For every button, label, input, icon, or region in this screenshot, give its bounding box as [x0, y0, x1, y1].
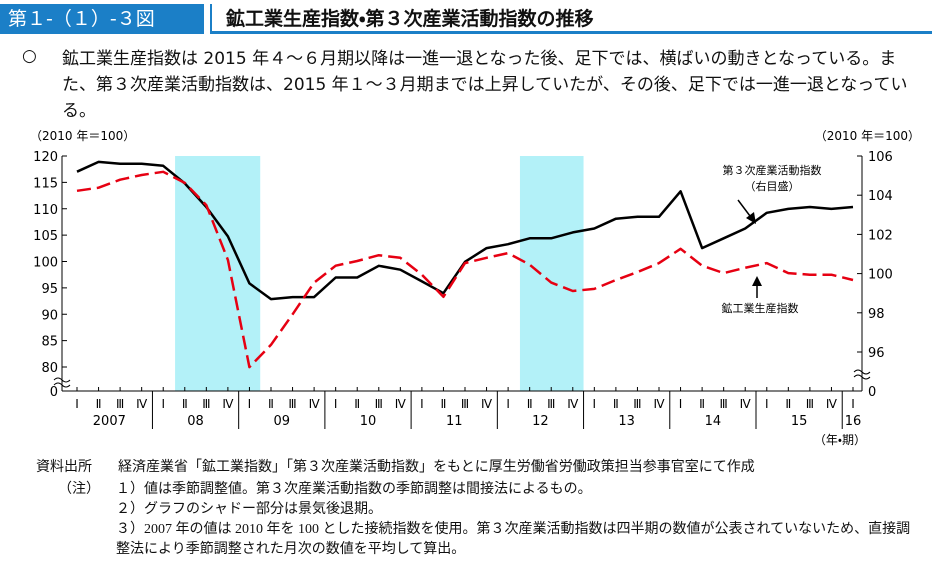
x-tick-label: Ⅱ [182, 397, 188, 411]
series-annotation-note: （右目盛） [745, 179, 800, 193]
year-label: 10 [360, 414, 377, 429]
series-line [76, 170, 854, 369]
x-tick-label: Ⅳ [653, 397, 664, 411]
y2-axis-label: （2010 年＝100） [815, 129, 920, 143]
x-tick-label: Ⅳ [395, 397, 406, 411]
y2-tick-label: 0 [868, 385, 876, 400]
year-label: 13 [618, 414, 635, 429]
notes-list: １）値は季節調整値。第３次産業活動指数の季節調整は間接法によるもの。 ２）グラフの… [116, 480, 916, 560]
summary-text: 鉱工業生産指数は 2015 年４～６月期以降は一進一退となった後、足下では、横ば… [62, 49, 908, 121]
x-tick-label: Ⅰ [75, 397, 79, 411]
x-tick-label: Ⅳ [740, 397, 751, 411]
year-label: 11 [446, 414, 463, 429]
y-tick-label: 110 [33, 203, 58, 218]
bullet: ○ [22, 46, 37, 66]
figure-title: 鉱工業生産指数・第３次産業活動指数の推移 [210, 4, 932, 34]
y-tick-label: 95 [41, 282, 58, 297]
x-tick-label: Ⅰ [679, 397, 683, 411]
x-tick-label: Ⅱ [699, 397, 705, 411]
x-tick-label: Ⅱ [440, 397, 446, 411]
x-tick-label: Ⅳ [481, 397, 492, 411]
note-item: ２）グラフのシャドー部分は景気後退期。 [116, 502, 382, 517]
axis-break [853, 369, 871, 375]
year-label: 15 [791, 414, 808, 429]
x-tick-label: Ⅳ [136, 397, 147, 411]
x-tick-label: Ⅰ [765, 397, 769, 411]
x-tick-label: Ⅲ [288, 397, 296, 411]
x-tick-label: Ⅰ [593, 397, 597, 411]
y-tick-label: 90 [41, 308, 58, 323]
x-tick-label: Ⅲ [461, 397, 469, 411]
x-tick-label: Ⅲ [202, 397, 210, 411]
x-tick-label: Ⅳ [222, 397, 233, 411]
note-item: ３）2007 年の値は 2010 年を 100 とした接続指数を使用。第３次産業… [116, 522, 911, 557]
x-tick-label: Ⅲ [547, 397, 555, 411]
x-tick-label: Ⅲ [116, 397, 124, 411]
notes-label: （注） [58, 482, 100, 497]
arrow-head [752, 276, 762, 286]
year-label: 14 [705, 414, 722, 429]
series-annotation: 第３次産業活動指数 [723, 163, 822, 177]
x-tick-label: Ⅲ [720, 397, 728, 411]
x-tick-label: Ⅰ [506, 397, 510, 411]
x-tick-label: Ⅰ [851, 397, 855, 411]
y-tick-label: 105 [33, 229, 58, 244]
source-label: 資料出所 [36, 460, 92, 475]
y-tick-label: 0 [50, 385, 58, 400]
series-annotation: 鉱工業生産指数 [722, 301, 799, 315]
y-tick-label: 100 [33, 256, 58, 271]
x-tick-label: Ⅳ [567, 397, 578, 411]
figure-number: 第１-（１）-３図 [0, 4, 204, 34]
arrow-head [746, 212, 756, 224]
y-tick-label: 115 [33, 176, 58, 191]
y-tick-label: 80 [41, 361, 58, 376]
x-tick-label: Ⅲ [806, 397, 814, 411]
x-tick-label: Ⅱ [96, 397, 102, 411]
x-tick-label: Ⅱ [268, 397, 274, 411]
x-tick-label: Ⅰ [248, 397, 252, 411]
x-tick-label: Ⅲ [633, 397, 641, 411]
y-tick-label: 85 [41, 335, 58, 350]
y-axis-label: （2010 年＝100） [30, 129, 135, 143]
y2-tick-label: 100 [868, 268, 893, 283]
source-text: 経済産業省「鉱工業指数」「第３次産業活動指数」をもとに厚生労働省労働政策担当参事… [118, 460, 755, 475]
y2-tick-label: 96 [868, 346, 885, 361]
recession-shade [519, 156, 584, 391]
x-tick-label: Ⅲ [375, 397, 383, 411]
axis-break [53, 382, 71, 388]
x-axis-label: （年・期） [814, 433, 866, 447]
x-tick-label: Ⅱ [785, 397, 791, 411]
year-label: 08 [187, 414, 204, 429]
note-item: １）値は季節調整値。第３次産業活動指数の季節調整は間接法によるもの。 [116, 482, 592, 497]
x-tick-label: Ⅰ [334, 397, 338, 411]
year-label: 2007 [93, 414, 126, 429]
axis-break [53, 377, 71, 383]
y2-tick-label: 98 [868, 307, 885, 322]
y-tick-label: 120 [33, 150, 58, 165]
y2-tick-label: 102 [868, 228, 893, 243]
axis-break [853, 374, 871, 380]
chart: 0808590951001051101151200969810010210410… [30, 129, 920, 447]
x-tick-label: Ⅳ [309, 397, 320, 411]
y2-tick-label: 104 [868, 189, 893, 204]
x-tick-label: Ⅱ [527, 397, 533, 411]
year-label: 12 [532, 414, 549, 429]
y2-tick-label: 106 [868, 150, 893, 165]
x-tick-label: Ⅳ [826, 397, 837, 411]
x-tick-label: Ⅱ [354, 397, 360, 411]
x-tick-label: Ⅰ [420, 397, 424, 411]
year-label: 09 [274, 414, 291, 429]
x-tick-label: Ⅱ [613, 397, 619, 411]
x-tick-label: Ⅰ [161, 397, 165, 411]
year-label: 16 [845, 414, 862, 429]
